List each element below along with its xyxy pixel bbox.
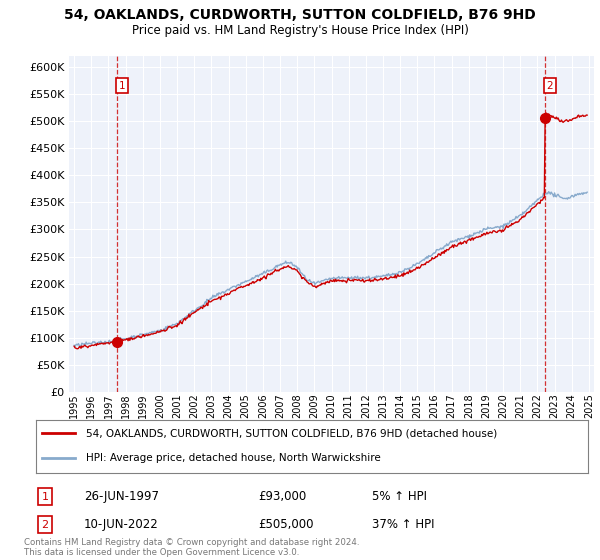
Text: Price paid vs. HM Land Registry's House Price Index (HPI): Price paid vs. HM Land Registry's House … [131, 24, 469, 36]
Text: 54, OAKLANDS, CURDWORTH, SUTTON COLDFIELD, B76 9HD (detached house): 54, OAKLANDS, CURDWORTH, SUTTON COLDFIEL… [86, 428, 497, 438]
Text: HPI: Average price, detached house, North Warwickshire: HPI: Average price, detached house, Nort… [86, 453, 380, 463]
Text: 1: 1 [41, 492, 49, 502]
Text: 37% ↑ HPI: 37% ↑ HPI [372, 518, 434, 531]
Text: 10-JUN-2022: 10-JUN-2022 [84, 518, 159, 531]
Text: 2: 2 [41, 520, 49, 530]
Text: 2: 2 [547, 81, 553, 91]
Text: Contains HM Land Registry data © Crown copyright and database right 2024.
This d: Contains HM Land Registry data © Crown c… [24, 538, 359, 557]
Text: 1: 1 [119, 81, 125, 91]
Text: 5% ↑ HPI: 5% ↑ HPI [372, 490, 427, 503]
Text: 54, OAKLANDS, CURDWORTH, SUTTON COLDFIELD, B76 9HD: 54, OAKLANDS, CURDWORTH, SUTTON COLDFIEL… [64, 8, 536, 22]
Text: 26-JUN-1997: 26-JUN-1997 [84, 490, 159, 503]
Text: £93,000: £93,000 [258, 490, 306, 503]
Text: £505,000: £505,000 [258, 518, 314, 531]
